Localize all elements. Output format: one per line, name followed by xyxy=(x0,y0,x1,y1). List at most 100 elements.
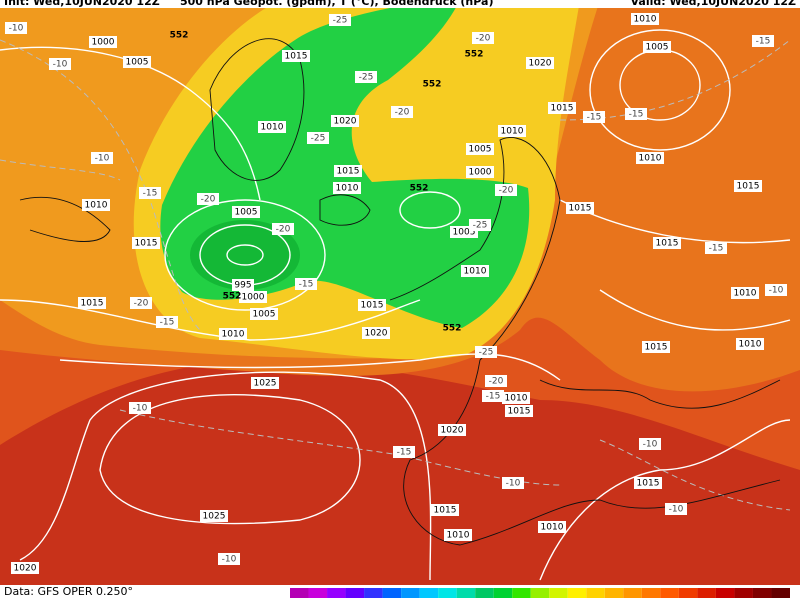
coastline xyxy=(539,379,781,409)
temperature-label: -25 xyxy=(359,73,374,83)
isobar-label: 1005 xyxy=(646,43,669,53)
color-swatch xyxy=(660,588,679,598)
isobar-label: 1000 xyxy=(92,38,115,48)
temperature-label-box xyxy=(355,71,377,83)
isobar-label-box xyxy=(11,562,39,574)
geopotential-label: 552 xyxy=(443,324,462,334)
isobar-label: 1010 xyxy=(639,154,662,164)
color-swatch xyxy=(438,588,457,598)
temperature-label: -15 xyxy=(709,244,724,254)
coastlines xyxy=(19,38,781,546)
isobar-label-box xyxy=(258,121,286,133)
isobar-label: 1010 xyxy=(261,123,284,133)
isobar-label: 1015 xyxy=(361,301,384,311)
temperature-label: -20 xyxy=(201,195,216,205)
isobar-label: 1020 xyxy=(365,329,388,339)
isobar xyxy=(0,46,261,201)
isobar-label-box xyxy=(333,182,361,194)
color-swatch xyxy=(549,588,568,598)
geopotential-label: 552 xyxy=(170,31,189,41)
isobar-label-box xyxy=(250,308,278,320)
temperature-label-box xyxy=(752,35,774,47)
temperature-label-box xyxy=(502,477,524,489)
isotherm xyxy=(0,159,121,181)
temperature-label-box xyxy=(197,193,219,205)
color-swatch xyxy=(771,588,790,598)
temperature-label-box xyxy=(472,32,494,44)
color-swatch xyxy=(382,588,402,598)
isobar-label: 1005 xyxy=(126,58,149,68)
isobar-label: 1015 xyxy=(645,343,668,353)
isobar-label: 1005 xyxy=(235,208,258,218)
temperature-label-box xyxy=(469,219,491,231)
isobar-label-box xyxy=(219,328,247,340)
temperature-label-box xyxy=(329,14,351,26)
geopotential-label: 552 xyxy=(410,184,429,194)
isobar xyxy=(99,394,361,525)
isobar-label: 1010 xyxy=(464,267,487,277)
isobar-label-box xyxy=(82,199,110,211)
isobar-label-box xyxy=(526,57,554,69)
color-swatch xyxy=(678,588,698,598)
isobar-label: 1015 xyxy=(135,239,158,249)
coastline xyxy=(319,194,371,226)
isobar-label-box xyxy=(132,237,160,249)
isobar-label-box xyxy=(736,338,764,350)
temperature-label-box xyxy=(639,438,661,450)
isobar-label-box xyxy=(334,165,362,177)
temperature-label-box xyxy=(625,108,647,120)
temperature-label-box xyxy=(475,346,497,358)
color-swatch xyxy=(641,588,661,598)
color-swatch xyxy=(567,588,587,598)
temperature-label: -15 xyxy=(299,280,314,290)
isobar-label: 1005 xyxy=(253,310,276,320)
temperature-label: -15 xyxy=(143,189,158,199)
temperature-label: -10 xyxy=(133,404,148,414)
color-swatch xyxy=(752,588,772,598)
color-swatch xyxy=(345,588,365,598)
isobar-label: 1010 xyxy=(447,531,470,541)
isobar-label: 1020 xyxy=(441,426,464,436)
isobar-label-box xyxy=(123,56,151,68)
color-swatch xyxy=(512,588,531,598)
coastline xyxy=(389,137,781,546)
isobar-label-box xyxy=(566,202,594,214)
temperature-label-box xyxy=(139,187,161,199)
isobar-label-box xyxy=(653,237,681,249)
color-swatch xyxy=(530,588,550,598)
temperature-label: -20 xyxy=(134,299,149,309)
temperature-label-box xyxy=(482,390,504,402)
temperature-label: -10 xyxy=(53,60,68,70)
color-swatch xyxy=(623,588,642,598)
isobar-label-box xyxy=(461,265,489,277)
temperature-label: -20 xyxy=(499,186,514,196)
temperature-label: -15 xyxy=(160,318,175,328)
temperature-label-box xyxy=(485,375,507,387)
isotherm xyxy=(119,409,561,486)
temperature-label-box xyxy=(583,111,605,123)
color-swatch xyxy=(604,588,624,598)
isobar-label-box xyxy=(505,405,533,417)
isobar xyxy=(164,199,326,311)
temperature-label: -20 xyxy=(395,108,410,118)
temperature-label-box xyxy=(91,152,113,164)
geopotential-label: 552 xyxy=(465,50,484,60)
isobar-label: 1020 xyxy=(529,59,552,69)
temperature-label: -15 xyxy=(629,110,644,120)
init-time: Init: Wed,10JUN2020 12Z xyxy=(4,0,160,8)
isobar-label: 1015 xyxy=(434,506,457,516)
isobar-label: 1010 xyxy=(505,394,528,404)
temperature-label: -20 xyxy=(276,225,291,235)
temperature-label: -20 xyxy=(476,34,491,44)
isobar xyxy=(19,371,432,581)
isobar-label: 1010 xyxy=(734,289,757,299)
data-source: Data: GFS OPER 0.250° xyxy=(4,585,133,598)
isobar-label-box xyxy=(731,287,759,299)
isobar-label: 1010 xyxy=(634,15,657,25)
isobar-label-box xyxy=(466,166,494,178)
temperature-label: -15 xyxy=(756,37,771,47)
isobar-label: 1010 xyxy=(739,340,762,350)
isobar-label-box xyxy=(636,152,664,164)
isobar-label: 1015 xyxy=(637,479,660,489)
